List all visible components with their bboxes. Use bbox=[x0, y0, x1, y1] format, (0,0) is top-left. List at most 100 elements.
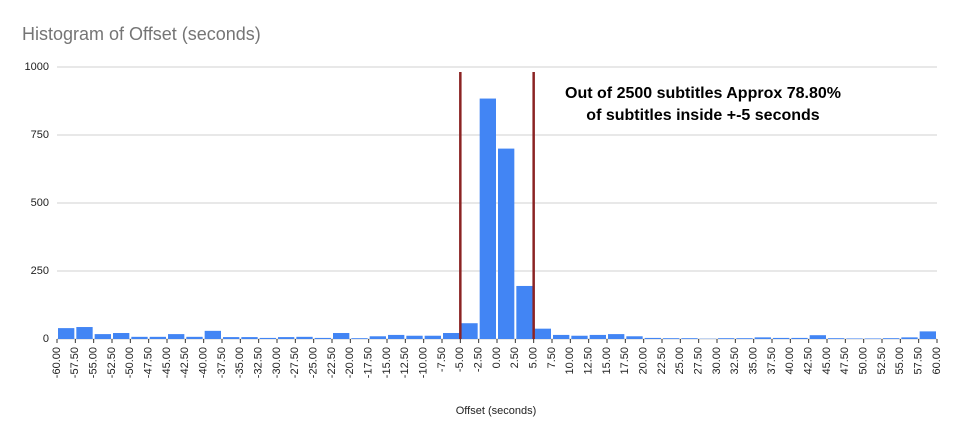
bar bbox=[388, 334, 405, 339]
x-tick-label: -12.50 bbox=[399, 347, 411, 378]
x-tick-label: 10.00 bbox=[564, 347, 576, 375]
bar bbox=[369, 336, 386, 339]
x-tick-label: -22.50 bbox=[326, 347, 338, 378]
bar bbox=[773, 337, 790, 339]
bar bbox=[718, 338, 735, 339]
bar bbox=[919, 331, 936, 339]
x-tick-label: 45.00 bbox=[821, 347, 833, 375]
bar bbox=[663, 338, 680, 339]
x-tick-label: -10.00 bbox=[418, 347, 430, 378]
x-tick-label: -45.00 bbox=[161, 347, 173, 378]
x-tick-label: -52.50 bbox=[106, 347, 118, 378]
y-tick-label: 0 bbox=[43, 333, 49, 345]
bar bbox=[644, 337, 661, 339]
annotation: Out of 2500 subtitles Approx 78.80% bbox=[565, 85, 841, 102]
bar bbox=[681, 338, 698, 339]
x-tick-label: 17.50 bbox=[619, 347, 631, 375]
x-tick-label: 0.00 bbox=[491, 347, 503, 368]
x-tick-label: -55.00 bbox=[88, 347, 100, 378]
bar bbox=[241, 337, 258, 339]
x-tick-label: -15.00 bbox=[381, 347, 393, 378]
bar bbox=[846, 338, 863, 339]
bar bbox=[736, 338, 753, 339]
bar bbox=[809, 335, 826, 339]
x-tick-label: -2.50 bbox=[473, 347, 485, 372]
x-tick-label: 15.00 bbox=[601, 347, 613, 375]
x-tick-label: 57.50 bbox=[913, 347, 925, 375]
bar bbox=[791, 337, 808, 339]
bar bbox=[351, 338, 368, 339]
bar bbox=[204, 330, 221, 339]
bar bbox=[754, 337, 771, 339]
y-tick-label: 750 bbox=[31, 129, 49, 141]
bar bbox=[424, 335, 441, 339]
x-tick-label: 35.00 bbox=[748, 347, 760, 375]
x-tick-label: 42.50 bbox=[803, 347, 815, 375]
bar bbox=[149, 336, 166, 339]
bar bbox=[406, 335, 423, 339]
y-tick-label: 500 bbox=[31, 197, 49, 209]
x-tick-label: 32.50 bbox=[729, 347, 741, 375]
bar bbox=[553, 334, 570, 339]
x-tick-label: 27.50 bbox=[693, 347, 705, 375]
bar bbox=[131, 336, 148, 339]
x-tick-label: 2.50 bbox=[509, 347, 521, 368]
annotation: of subtitles inside +-5 seconds bbox=[586, 107, 819, 124]
bar bbox=[58, 328, 75, 339]
x-tick-label: 55.00 bbox=[894, 347, 906, 375]
bar bbox=[626, 336, 643, 339]
bar bbox=[479, 98, 496, 339]
x-tick-label: -35.00 bbox=[234, 347, 246, 378]
x-tick-label: -32.50 bbox=[253, 347, 265, 378]
x-tick-label: 22.50 bbox=[656, 347, 668, 375]
x-tick-label: -47.50 bbox=[143, 347, 155, 378]
bar bbox=[259, 337, 276, 339]
bar bbox=[223, 337, 240, 339]
x-tick-label: 40.00 bbox=[784, 347, 796, 375]
x-tick-label: 20.00 bbox=[638, 347, 650, 375]
bar bbox=[278, 337, 295, 339]
bar bbox=[608, 334, 625, 339]
bar bbox=[76, 327, 93, 339]
x-tick-label: 52.50 bbox=[876, 347, 888, 375]
x-tick-label: 50.00 bbox=[858, 347, 870, 375]
bar bbox=[296, 336, 313, 339]
x-tick-label: -50.00 bbox=[124, 347, 136, 378]
x-tick-label: 60.00 bbox=[931, 347, 943, 375]
y-tick-label: 1000 bbox=[25, 61, 49, 73]
bar bbox=[883, 338, 900, 339]
bar bbox=[516, 285, 533, 339]
x-tick-label: 12.50 bbox=[583, 347, 595, 375]
x-tick-label: -17.50 bbox=[363, 347, 375, 378]
x-tick-label: 25.00 bbox=[674, 347, 686, 375]
x-tick-label: 5.00 bbox=[528, 347, 540, 368]
x-tick-label: -20.00 bbox=[344, 347, 356, 378]
x-tick-label: 7.50 bbox=[546, 347, 558, 368]
x-tick-label: -40.00 bbox=[198, 347, 210, 378]
x-tick-label: 47.50 bbox=[839, 347, 851, 375]
x-axis-label: Offset (seconds) bbox=[456, 405, 537, 417]
bar bbox=[901, 337, 918, 339]
x-tick-label: -7.50 bbox=[436, 347, 448, 372]
bar bbox=[333, 333, 350, 339]
x-tick-label: -57.50 bbox=[69, 347, 81, 378]
bar bbox=[314, 337, 331, 339]
bar bbox=[94, 334, 111, 339]
x-tick-label: -25.00 bbox=[308, 347, 320, 378]
bar bbox=[461, 323, 478, 339]
bar bbox=[864, 338, 881, 339]
x-tick-label: -37.50 bbox=[216, 347, 228, 378]
bar bbox=[589, 334, 606, 339]
bar bbox=[534, 328, 551, 339]
bar bbox=[828, 338, 845, 339]
bar bbox=[113, 333, 130, 339]
x-tick-label: -30.00 bbox=[271, 347, 283, 378]
bar bbox=[186, 336, 203, 339]
x-tick-label: -5.00 bbox=[454, 347, 466, 372]
y-tick-label: 250 bbox=[31, 265, 49, 277]
x-tick-label: -27.50 bbox=[289, 347, 301, 378]
chart-title: Histogram of Offset (seconds) bbox=[22, 24, 261, 44]
bar bbox=[498, 148, 515, 339]
x-tick-label: -42.50 bbox=[179, 347, 191, 378]
